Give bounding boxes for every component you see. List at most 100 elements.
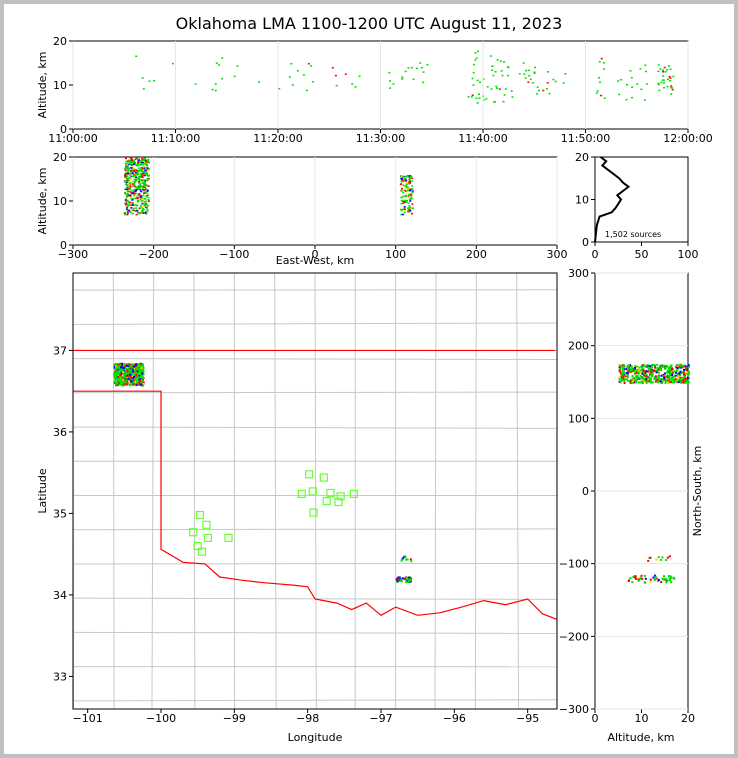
source-point	[116, 373, 119, 376]
source-point	[137, 162, 140, 164]
source-point	[678, 374, 681, 376]
source-point	[141, 163, 144, 166]
source-point	[626, 374, 629, 377]
source-point	[404, 556, 407, 559]
source-point	[140, 383, 143, 386]
source-point	[142, 382, 144, 385]
source-point	[649, 369, 652, 372]
lma-station-marker	[193, 541, 202, 551]
source-point	[392, 83, 395, 85]
source-point	[680, 372, 683, 374]
source-point	[657, 83, 660, 86]
figure-title: Oklahoma LMA 1100-1200 UTC August 11, 20…	[175, 14, 563, 33]
source-point	[547, 71, 549, 73]
source-point	[641, 366, 643, 369]
source-point	[124, 175, 127, 177]
source-point	[494, 71, 497, 73]
source-point	[211, 88, 214, 91]
source-point	[652, 369, 655, 372]
source-point	[129, 191, 132, 193]
source-point	[128, 377, 131, 379]
source-point	[124, 169, 127, 172]
source-point	[131, 375, 134, 378]
source-point	[401, 175, 404, 178]
source-point	[403, 578, 406, 581]
x-tick-label: −99	[223, 712, 246, 725]
source-point	[146, 189, 149, 191]
source-point	[640, 88, 643, 91]
source-point	[344, 73, 347, 75]
lma-station-marker	[309, 508, 318, 517]
source-point	[677, 379, 680, 381]
source-point	[647, 366, 650, 369]
source-point	[507, 74, 510, 77]
source-point	[522, 62, 525, 64]
source-point	[627, 580, 630, 582]
source-point	[654, 377, 657, 380]
source-point	[221, 77, 224, 80]
source-point	[147, 175, 150, 177]
source-point	[127, 205, 130, 207]
source-point	[121, 375, 124, 378]
source-point	[142, 203, 145, 205]
source-point	[641, 577, 644, 580]
source-point	[622, 364, 625, 367]
source-point	[564, 73, 567, 75]
source-point	[499, 60, 502, 62]
source-point	[291, 84, 294, 86]
county-line	[73, 391, 557, 394]
source-point	[518, 73, 521, 75]
source-point	[523, 73, 526, 75]
source-point	[411, 203, 414, 205]
source-point	[147, 196, 150, 199]
source-point	[674, 374, 677, 377]
source-point	[401, 179, 404, 181]
source-point	[146, 193, 149, 195]
source-point	[404, 209, 407, 212]
source-point	[131, 373, 134, 376]
source-point	[137, 197, 139, 199]
source-point	[655, 577, 658, 580]
source-point	[126, 381, 129, 384]
source-point	[126, 171, 129, 174]
source-point	[140, 161, 143, 164]
source-point	[675, 364, 678, 367]
source-point	[135, 197, 138, 200]
source-point	[629, 576, 632, 579]
x-tick-label: 100	[385, 248, 406, 261]
source-point	[137, 194, 140, 196]
source-point	[125, 168, 128, 171]
source-point	[138, 207, 141, 210]
source-point	[669, 373, 672, 375]
source-point	[643, 99, 646, 101]
source-point	[148, 200, 150, 202]
source-point	[631, 368, 633, 371]
plan-view-sources	[113, 362, 413, 583]
source-point	[136, 169, 139, 172]
source-point	[133, 181, 136, 183]
source-point	[647, 364, 650, 367]
source-point	[137, 382, 140, 384]
source-point	[651, 381, 654, 384]
source-point	[471, 94, 474, 96]
source-point	[681, 366, 684, 369]
source-point	[128, 375, 131, 378]
source-point	[140, 190, 143, 193]
source-point	[135, 178, 137, 180]
source-point	[130, 174, 133, 177]
source-point	[131, 166, 134, 169]
county-line	[474, 273, 477, 709]
source-point	[134, 365, 137, 368]
source-point	[660, 379, 663, 381]
source-point	[650, 365, 653, 368]
source-point	[144, 159, 147, 162]
source-point	[335, 84, 338, 87]
source-point	[411, 212, 413, 215]
source-point	[144, 169, 147, 172]
source-point	[399, 208, 402, 211]
source-point	[126, 193, 129, 196]
x-tick-label: 11:40:00	[458, 132, 507, 145]
source-point	[119, 383, 122, 386]
source-point	[408, 179, 411, 181]
source-point	[139, 206, 142, 209]
